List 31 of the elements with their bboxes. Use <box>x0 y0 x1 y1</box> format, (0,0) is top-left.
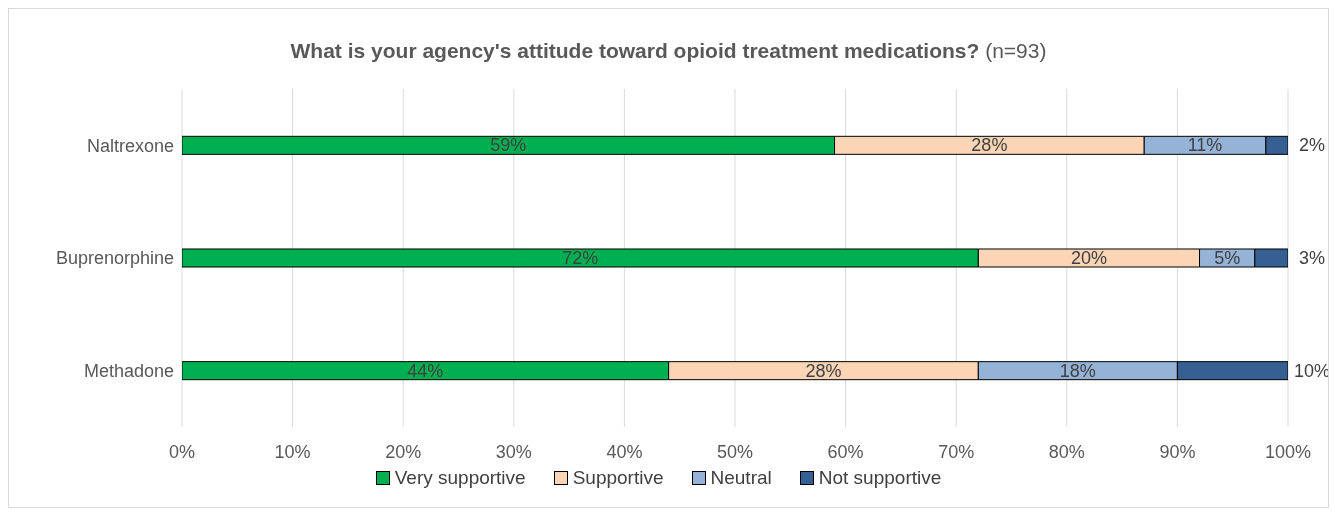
data-label: 5% <box>1214 248 1241 268</box>
y-tick-label: Buprenorphine <box>55 248 174 269</box>
x-tick-label: 60% <box>827 441 864 462</box>
data-label: 18% <box>1059 360 1096 381</box>
data-label: 2% <box>1298 135 1326 156</box>
x-tick-label: 70% <box>938 441 975 462</box>
legend-label: Not supportive <box>817 467 942 489</box>
x-tick-label: 50% <box>716 441 754 462</box>
data-label: 44% <box>407 360 444 381</box>
x-tick-label: 100% <box>1264 441 1312 462</box>
x-tick-label: 40% <box>606 441 643 462</box>
chart-subtitle: (n=93) <box>984 39 1047 62</box>
data-label: 20% <box>1070 248 1107 268</box>
y-tick-label: Methadone <box>83 361 174 382</box>
data-label: 28% <box>805 360 842 381</box>
data-label: 11% <box>1187 135 1223 156</box>
legend-label: Supportive <box>571 467 664 489</box>
x-tick-label: 20% <box>385 441 422 462</box>
chart-title: What is your agency's attitude toward opioid treatment medications? <box>290 39 980 62</box>
x-tick-label: 90% <box>1159 441 1196 462</box>
x-tick-label: 0% <box>168 441 196 462</box>
x-tick-label: 80% <box>1048 441 1085 462</box>
x-tick-label: 10% <box>274 441 311 462</box>
y-tick-label: Naltrexone <box>86 135 174 156</box>
data-label: 3% <box>1298 248 1326 268</box>
legend-label: Neutral <box>709 467 772 489</box>
data-label: 28% <box>971 135 1008 156</box>
data-label: 72% <box>562 248 599 268</box>
legend-label: Very supportive <box>393 467 526 489</box>
x-tick-label: 30% <box>495 441 532 462</box>
data-label: 59% <box>490 135 527 156</box>
